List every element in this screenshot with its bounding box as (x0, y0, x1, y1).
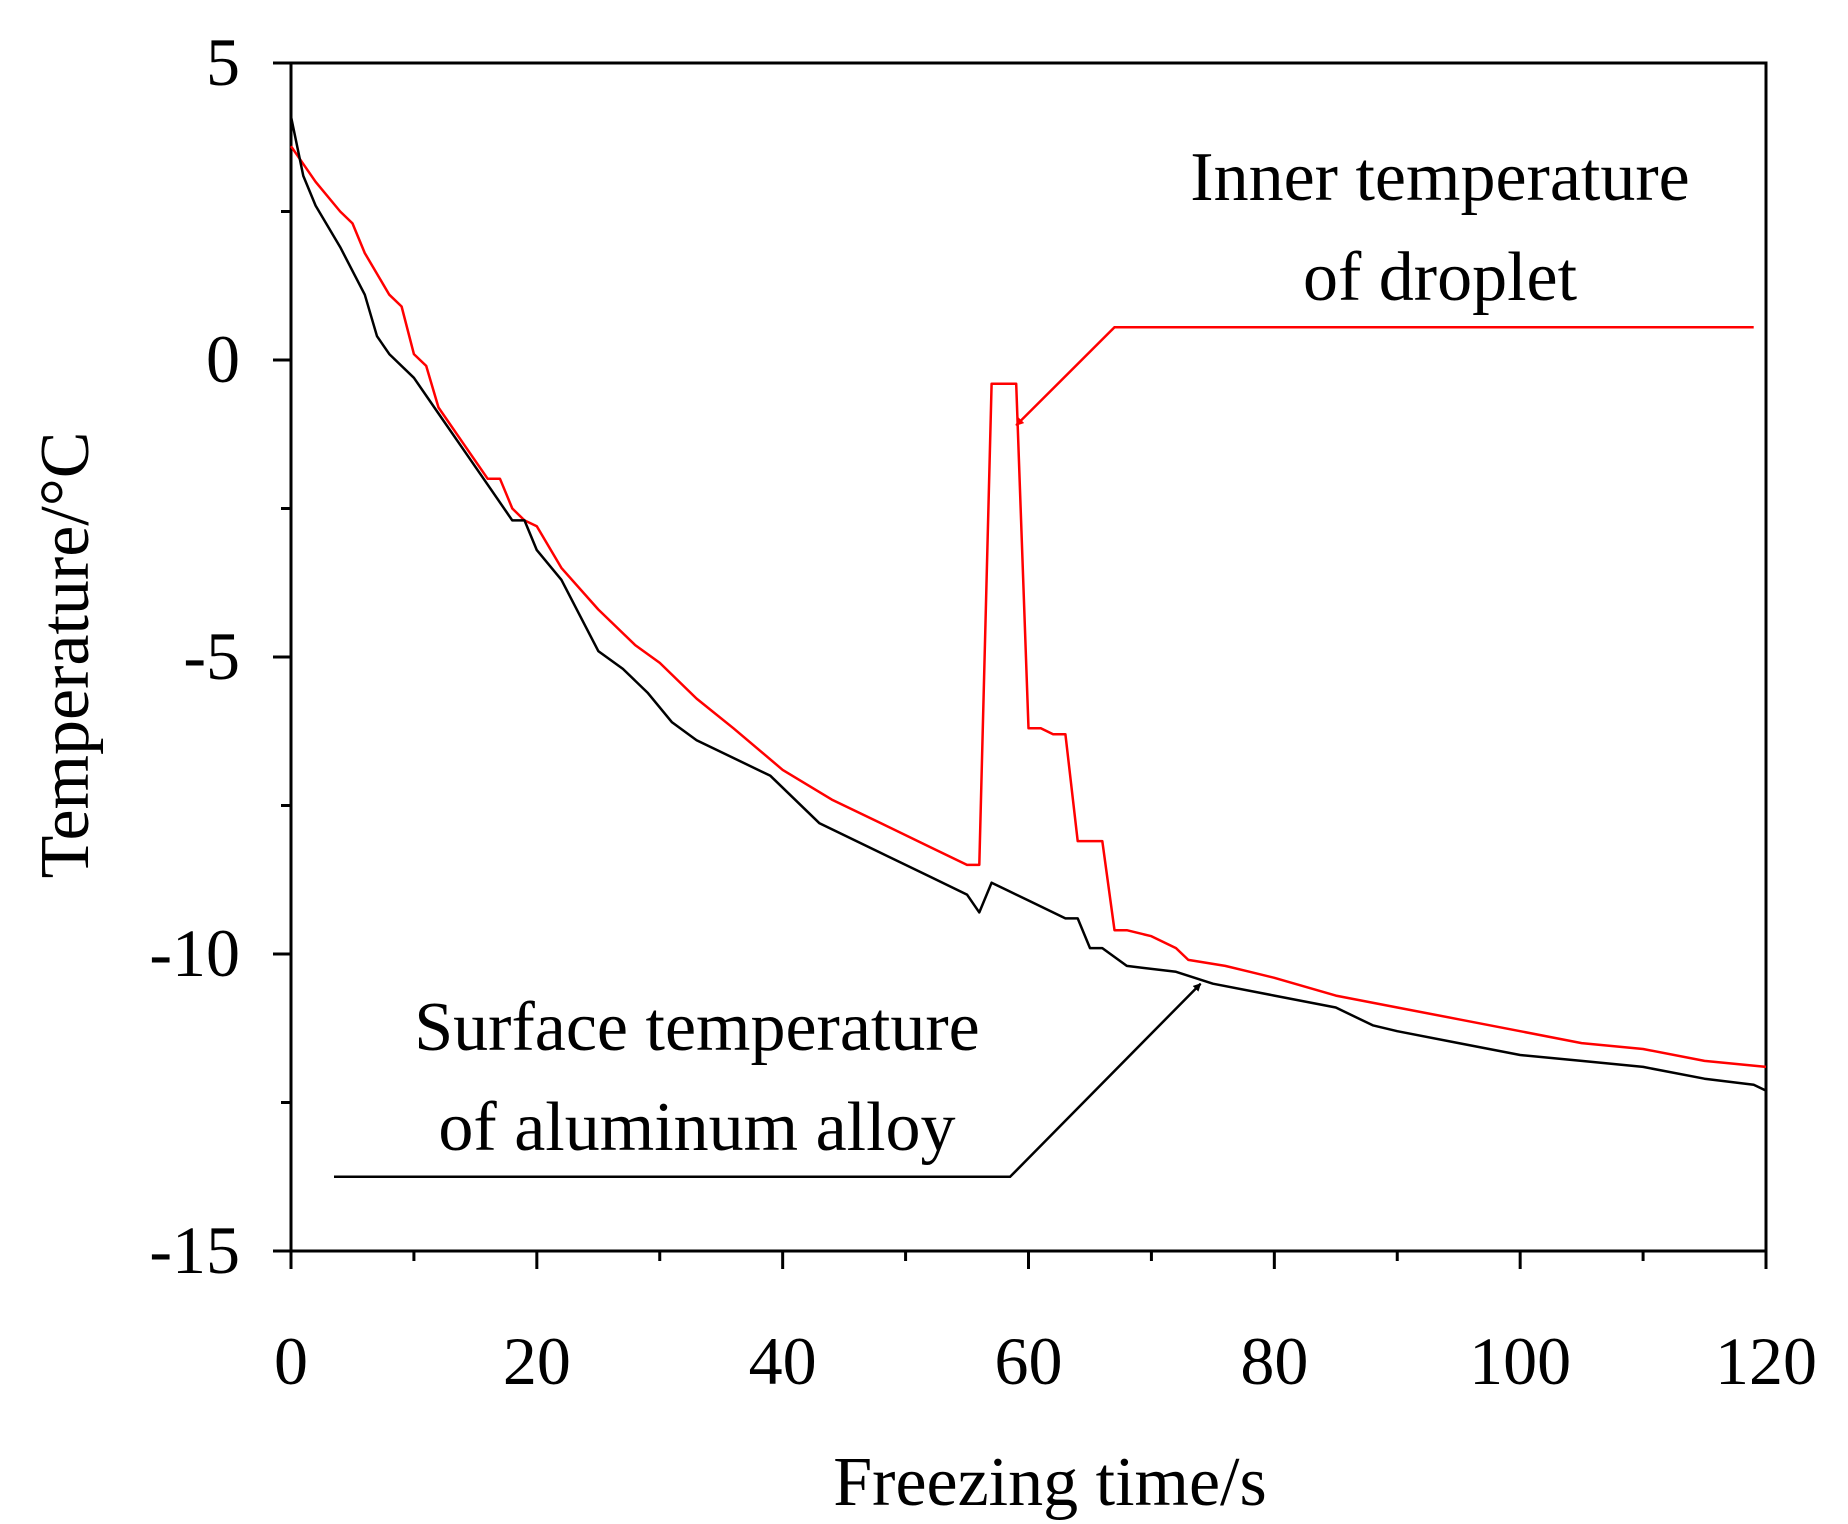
annotation-inner-temperature: Inner temperature of droplet (1015, 139, 1754, 427)
y-tick-label: 5 (206, 24, 240, 100)
x-tick-label: 20 (503, 1323, 571, 1399)
annotation-inner-arrow (1015, 326, 1754, 427)
x-tick-label: 40 (749, 1323, 817, 1399)
y-axis-major-ticks (273, 61, 291, 1253)
x-tick-label: 100 (1469, 1323, 1571, 1399)
x-axis-minor-ticks (412, 1251, 1645, 1261)
x-axis-tick-labels: 0 20 40 60 80 100 120 (274, 1323, 1817, 1399)
y-axis-tick-labels: 5 0 -5 -10 -15 (149, 24, 240, 1288)
y-tick-label: 0 (206, 321, 240, 397)
y-tick-label: -15 (149, 1212, 240, 1288)
x-tick-label: 0 (274, 1323, 308, 1399)
series-line-inner-temperature-of-droplet (289, 145, 1767, 1069)
y-axis-title: Temperature/°C (27, 432, 104, 879)
annotation-surface-arrow (334, 982, 1202, 1179)
x-axis-major-ticks (289, 1251, 1768, 1269)
y-tick-label: -10 (149, 915, 240, 991)
series-line-surface-temperature-of-aluminum-alloy (289, 116, 1767, 1092)
annotation-surface-temperature: Surface temperature of aluminum alloy (334, 982, 1202, 1179)
x-tick-label: 60 (995, 1323, 1063, 1399)
x-tick-label: 80 (1240, 1323, 1308, 1399)
annotation-surface-line-1: Surface temperature (414, 989, 980, 1066)
y-axis-minor-ticks (281, 210, 291, 1104)
x-tick-label: 120 (1715, 1323, 1817, 1399)
y-tick-label: -5 (183, 618, 240, 694)
annotation-surface-line-2: of aluminum alloy (438, 1089, 955, 1166)
annotation-inner-line-2: of droplet (1303, 239, 1578, 316)
annotation-inner-line-1: Inner temperature (1190, 139, 1689, 216)
x-axis-title: Freezing time/s (833, 1444, 1267, 1521)
